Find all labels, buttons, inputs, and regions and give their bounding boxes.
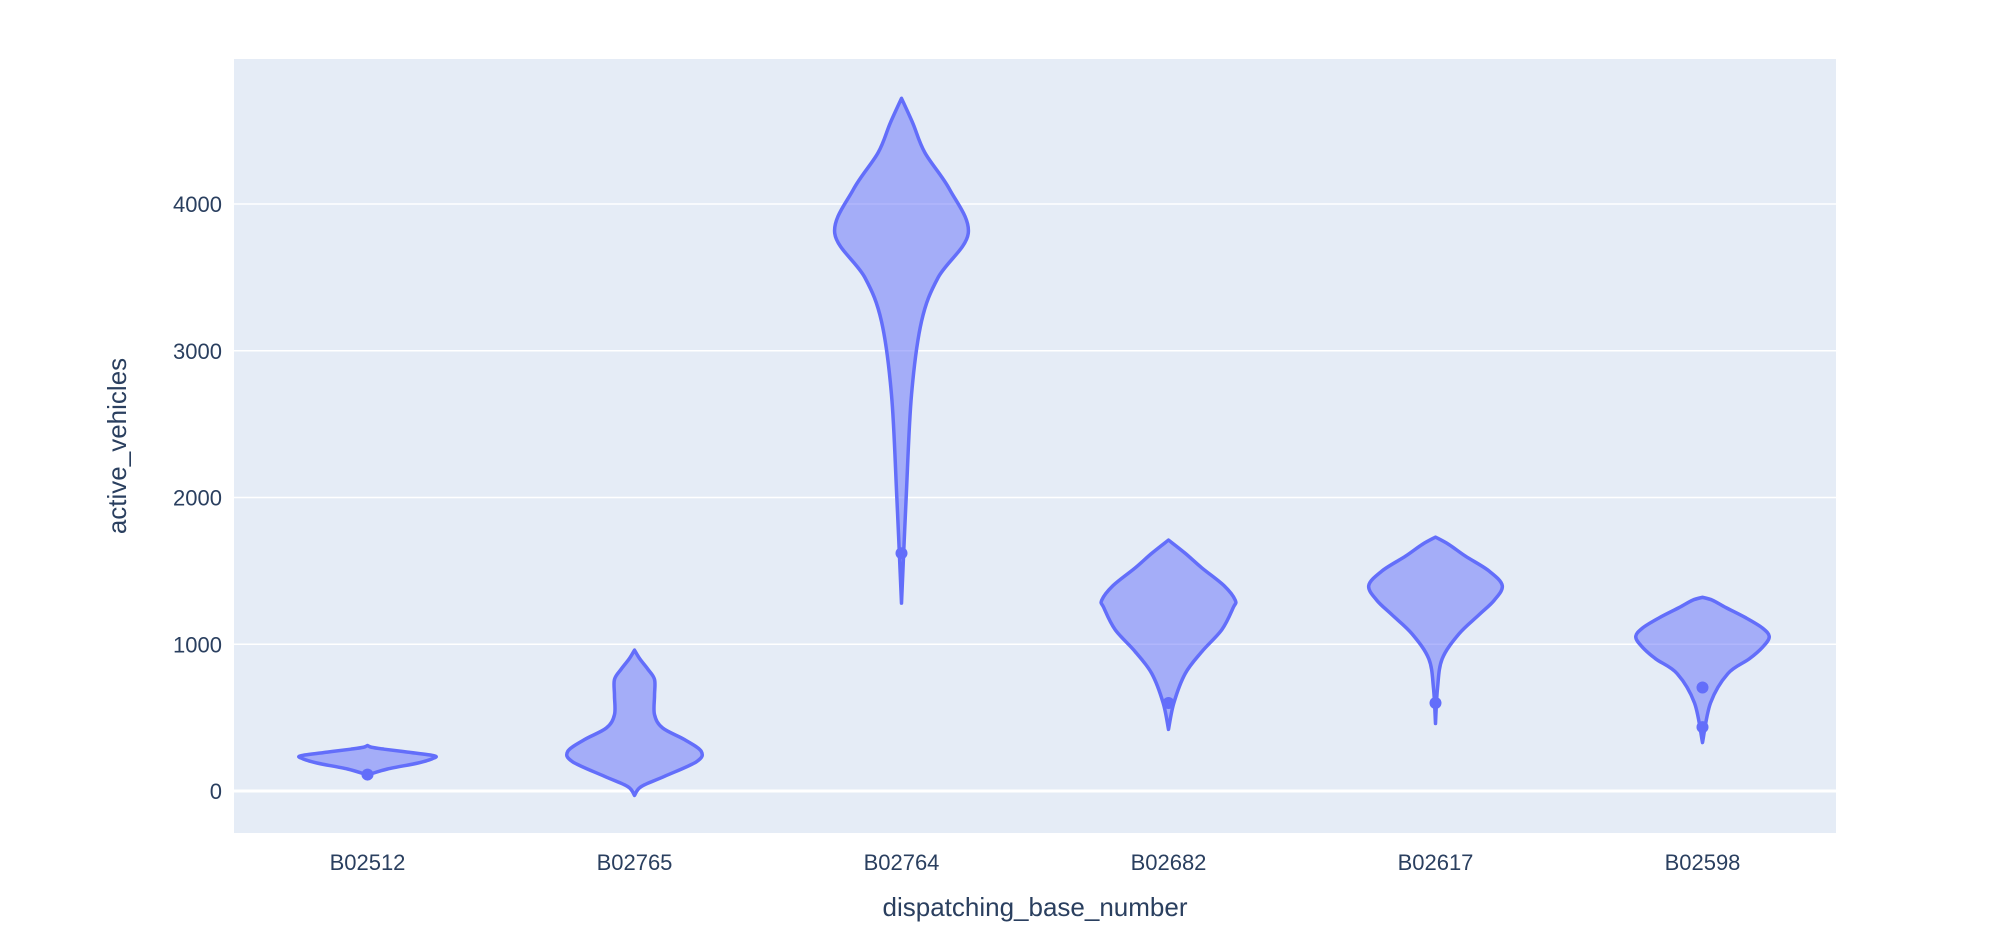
violin-B02764 bbox=[832, 96, 971, 605]
outlier-point bbox=[895, 547, 908, 560]
x-tick-label: B02764 bbox=[864, 850, 940, 875]
violin-B02512 bbox=[297, 743, 438, 781]
violin-shape bbox=[1099, 538, 1238, 732]
violin-shape bbox=[1634, 595, 1771, 745]
y-tick-label: 4000 bbox=[173, 192, 222, 217]
violin-shape bbox=[297, 743, 438, 777]
y-tick-label: 0 bbox=[210, 779, 222, 804]
violin-shape bbox=[564, 648, 705, 798]
outlier-point bbox=[1696, 681, 1709, 694]
violin-shape bbox=[832, 96, 971, 605]
outlier-point bbox=[361, 768, 374, 781]
y-tick-labels: 0 1000 2000 3000 4000 bbox=[173, 192, 222, 804]
x-axis-title: dispatching_base_number bbox=[883, 892, 1188, 922]
y-tick-label: 3000 bbox=[173, 339, 222, 364]
violin-B02765 bbox=[564, 648, 705, 798]
y-gridlines bbox=[234, 203, 1836, 793]
x-tick-label: B02682 bbox=[1131, 850, 1207, 875]
x-tick-label: B02512 bbox=[330, 850, 406, 875]
outlier-point bbox=[1162, 696, 1175, 709]
x-tick-label: B02598 bbox=[1665, 850, 1741, 875]
plot-background bbox=[234, 59, 1836, 833]
x-tick-label: B02617 bbox=[1398, 850, 1474, 875]
violin-B02617 bbox=[1366, 535, 1505, 726]
y-axis-title: active_vehicles bbox=[102, 358, 132, 534]
y-tick-label: 2000 bbox=[173, 486, 222, 511]
violin-B02682 bbox=[1099, 538, 1238, 732]
x-tick-label: B02765 bbox=[597, 850, 673, 875]
outlier-point bbox=[1429, 696, 1442, 709]
violin-B02598 bbox=[1634, 595, 1771, 745]
y-tick-label: 1000 bbox=[173, 632, 222, 657]
outlier-point bbox=[1696, 721, 1709, 734]
violin-shape bbox=[1366, 535, 1505, 726]
violins bbox=[297, 96, 1771, 798]
x-tick-labels: B02512 B02765 B02764 B02682 B02617 B02598 bbox=[330, 850, 1741, 875]
